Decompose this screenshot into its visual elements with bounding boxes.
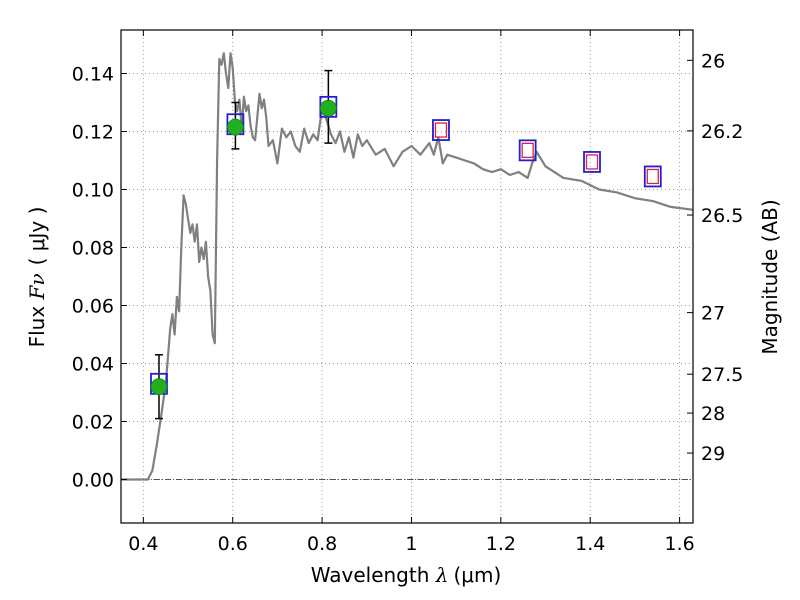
observed-photometry-point [150,378,168,396]
right-tick-label: 26 [701,50,725,72]
y-tick-label: 0.00 [72,470,114,492]
x-axis-label: Wavelength λ (μm) [311,563,502,587]
x-tick-label: 1.4 [575,533,605,555]
model-band-square [643,165,662,188]
x-axis-ticks: 0.4 0.6 0.8 1 1.2 1.4 1.6 [128,30,695,555]
y-tick-label: 0.02 [72,412,114,434]
right-tick-label: 27.5 [701,364,743,386]
right-axis-label: Magnitude (AB) [758,199,782,354]
predicted-flux-square [585,154,599,170]
y-tick-label: 0.10 [72,180,114,202]
right-tick-label: 29 [701,443,725,465]
y-tick-label: 0.08 [72,238,114,260]
right-axis-ticks: 26 26.2 26.5 27 27.5 28 29 [687,50,743,465]
y-axis-label: Flux Fν( μJy ) [25,207,49,348]
predicted-flux-markers [434,122,659,185]
right-tick-label: 27 [701,303,725,325]
right-tick-label: 26.2 [701,121,743,143]
x-tick-label: 1.2 [486,533,516,555]
observed-photometry-markers [150,99,337,396]
model-band-square [518,139,537,162]
observed-photometry-point [226,118,244,136]
y-tick-label: 0.06 [72,296,114,318]
y-tick-label: 0.12 [72,122,114,144]
plot-frame [120,29,694,524]
x-tick-label: 1 [405,533,417,555]
y-tick-label: 0.04 [72,354,114,376]
predicted-flux-square [646,168,659,185]
x-tick-label: 0.4 [128,533,158,555]
right-tick-label: 26.5 [701,205,743,227]
right-tick-label: 28 [701,403,725,425]
x-tick-label: 1.6 [664,533,694,555]
x-tick-label: 0.6 [218,533,248,555]
model-band-square [583,151,601,173]
sed-model-line [121,52,694,481]
predicted-flux-square [434,122,448,138]
y-axis-ticks: 0.00 0.02 0.04 0.06 0.08 0.10 0.12 0.14 [72,64,127,492]
y-tick-label: 0.14 [72,64,114,86]
observed-photometry-point [319,99,337,117]
model-band-square [432,119,450,141]
x-tick-label: 0.8 [307,533,337,555]
predicted-flux-square [521,142,534,159]
